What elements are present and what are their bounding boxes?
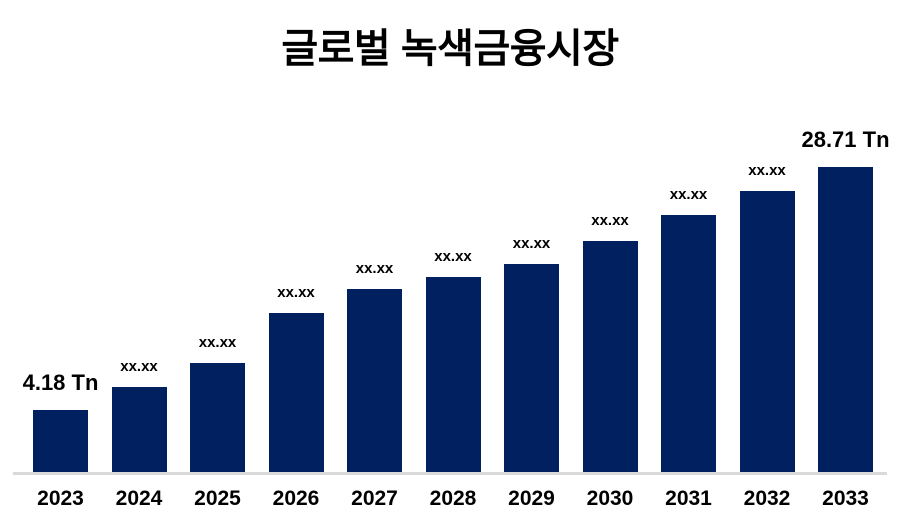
bar-value-label: xx.xx xyxy=(277,284,315,301)
bar-value-label: xx.xx xyxy=(748,162,786,179)
x-axis-label: 2033 xyxy=(822,487,869,510)
bar-value-label: xx.xx xyxy=(512,235,551,252)
x-axis-label: 2024 xyxy=(115,487,163,510)
bar xyxy=(661,215,716,472)
x-axis-label: 2029 xyxy=(508,487,555,510)
bar-value-label: xx.xx xyxy=(120,358,158,375)
bar-value-label: 4.18 Tn xyxy=(22,370,99,395)
bar-value-label: xx.xx xyxy=(198,334,237,351)
chart-title: 글로벌 녹색금융시장 xyxy=(281,27,619,71)
x-axis-label: 2027 xyxy=(351,487,398,510)
bar xyxy=(818,167,873,472)
bar-value-label: xx.xx xyxy=(355,260,394,277)
bar xyxy=(268,313,324,472)
bar xyxy=(425,277,481,472)
x-axis-label: 2028 xyxy=(429,487,477,510)
x-axis-label: 2023 xyxy=(37,487,84,510)
bar xyxy=(504,264,559,472)
bar xyxy=(190,363,245,472)
x-axis-label: 2025 xyxy=(194,487,241,510)
bar-value-label: 28.71 Tn xyxy=(801,127,890,152)
bar xyxy=(111,387,167,472)
bar-value-label: xx.xx xyxy=(434,248,472,265)
bar xyxy=(739,191,795,472)
x-axis-label: 2030 xyxy=(586,487,634,510)
bar xyxy=(582,241,638,472)
bar-value-label: xx.xx xyxy=(669,186,708,203)
x-axis-line xyxy=(13,472,887,475)
bar xyxy=(347,289,402,472)
x-axis-label: 2032 xyxy=(743,487,791,510)
x-axis-label: 2026 xyxy=(272,487,320,510)
bar xyxy=(33,410,88,472)
bar-value-label: xx.xx xyxy=(591,212,629,229)
x-axis-label: 2031 xyxy=(665,487,712,510)
